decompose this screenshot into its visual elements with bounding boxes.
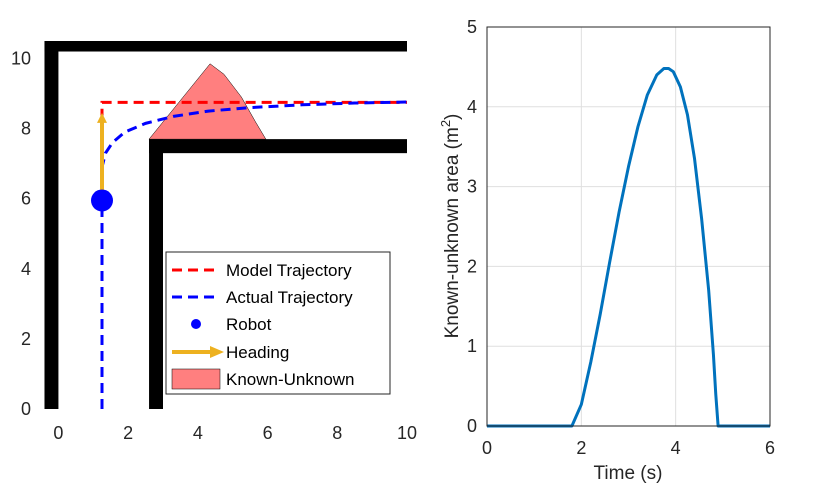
area-series-line (487, 66, 770, 428)
map-y-tick-4: 4 (21, 259, 31, 279)
area-x-axis-label: Time (s) (594, 463, 663, 484)
legend-known-unknown-label: Known-Unknown (226, 370, 355, 389)
map-y-tick-0: 0 (21, 399, 31, 419)
area-y-axis-label-superscript: 2 (438, 120, 453, 127)
legend-heading-label: Heading (226, 343, 289, 362)
area-plot-border (486, 26, 771, 427)
area-x-tick-4: 4 (671, 438, 681, 458)
map-y-ticks: 0 2 4 6 8 10 (11, 49, 31, 419)
legend-known-unknown-swatch (171, 368, 221, 390)
area-y-axis-label: Known-unknown area (m2) (438, 114, 463, 339)
map-plot: 0 2 4 6 8 10 0 2 4 6 8 10 Model Trajectory Actual … (11, 41, 417, 443)
area-y-axis-label-text: Known-unknown area (m (442, 127, 463, 338)
area-x-ticks: 0 2 4 6 (482, 438, 775, 458)
area-x-tick-2: 2 (576, 438, 586, 458)
map-x-tick-4: 4 (193, 423, 203, 443)
area-x-tick-6: 6 (765, 438, 775, 458)
area-x-tick-0: 0 (482, 438, 492, 458)
map-x-tick-0: 0 (53, 423, 63, 443)
area-y-ticks: 0 1 2 3 4 5 (467, 17, 477, 436)
map-x-ticks: 0 2 4 6 8 10 (53, 423, 417, 443)
map-x-tick-10: 10 (397, 423, 417, 443)
legend-heading-arrowhead (210, 346, 224, 358)
area-y-tick-0: 0 (467, 416, 477, 436)
area-y-tick-3: 3 (467, 177, 477, 197)
legend: Model Trajectory Actual Trajectory Robot… (165, 251, 391, 395)
inner-top-wall (149, 139, 408, 154)
map-x-tick-8: 8 (332, 423, 342, 443)
legend-actual-label: Actual Trajectory (226, 288, 353, 307)
legend-model-label: Model Trajectory (226, 261, 352, 280)
inner-left-wall (149, 139, 163, 409)
map-x-tick-2: 2 (123, 423, 133, 443)
map-y-tick-2: 2 (21, 329, 31, 349)
map-y-tick-10: 10 (11, 49, 31, 69)
area-y-tick-1: 1 (467, 336, 477, 356)
legend-robot-label: Robot (226, 315, 272, 334)
area-plot-area (487, 27, 770, 426)
area-plot: 0 2 4 6 0 1 2 3 4 5 Time (s) Known-unknown area … (438, 17, 775, 484)
top-wall (44, 41, 407, 52)
map-y-tick-6: 6 (21, 189, 31, 209)
area-y-tick-4: 4 (467, 97, 477, 117)
heading-arrow-head (97, 112, 107, 123)
area-y-tick-2: 2 (467, 256, 477, 276)
legend-robot-marker (191, 319, 201, 329)
map-y-tick-8: 8 (21, 119, 31, 139)
area-y-tick-5: 5 (467, 17, 477, 37)
map-x-tick-6: 6 (263, 423, 273, 443)
area-y-axis-label-close: ) (442, 114, 463, 120)
robot-marker (91, 189, 113, 212)
left-wall (44, 41, 59, 409)
